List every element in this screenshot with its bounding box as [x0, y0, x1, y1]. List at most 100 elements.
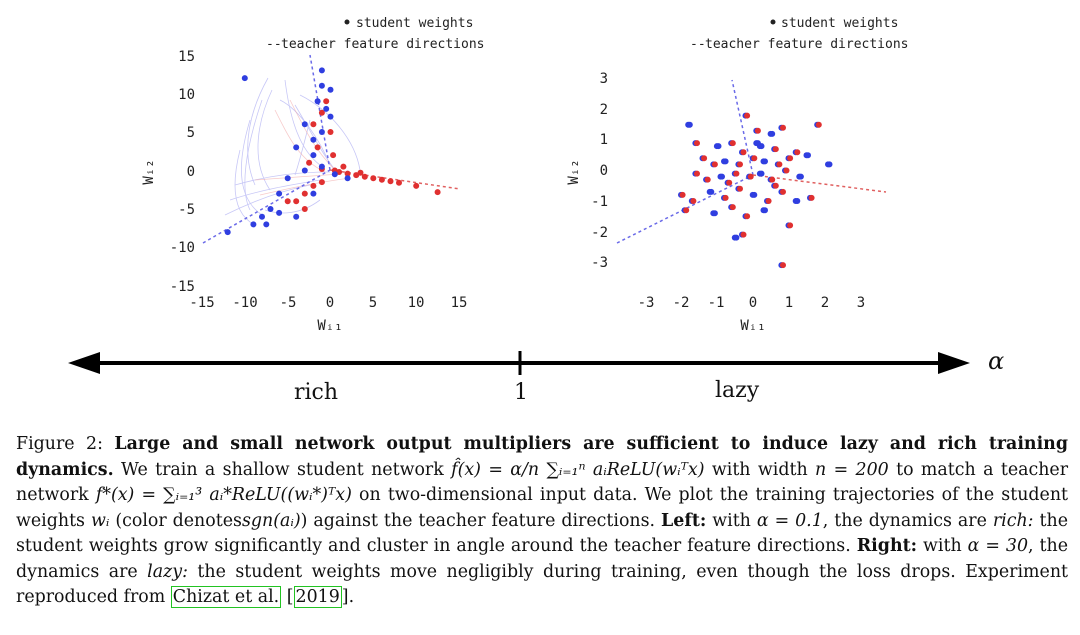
- caption-text: (color denotes: [115, 510, 242, 531]
- student-weight-point: [396, 179, 402, 186]
- student-weight-point: [747, 173, 754, 180]
- student-weight-point: [318, 163, 325, 170]
- caption-text: ) against the teacher feature directions…: [300, 510, 656, 531]
- student-weight-point: [318, 82, 325, 89]
- cite-close: ].: [341, 587, 355, 607]
- equation: α = 0.1: [756, 510, 823, 531]
- left-xtick: -5: [280, 295, 297, 311]
- student-weight-point: [323, 105, 330, 112]
- student-weight-point: [241, 75, 248, 82]
- student-weight-point: [357, 169, 364, 176]
- student-weight-point: [808, 194, 815, 201]
- student-weight-point: [293, 144, 300, 151]
- student-weight-point: [776, 161, 783, 168]
- left-teacher-directions: [202, 54, 461, 244]
- student-weight-point: [772, 182, 779, 189]
- student-weight-point: [815, 121, 822, 128]
- student-weight-point: [722, 194, 729, 201]
- left-xtick: 5: [369, 295, 377, 311]
- one-label: 1: [514, 380, 528, 405]
- figure-caption: Figure 2: Large and small network output…: [16, 432, 1068, 611]
- right-xlabel: Wᵢ₁: [740, 318, 765, 334]
- student-weight-point: [327, 113, 334, 120]
- alpha-symbol: α: [988, 347, 1005, 375]
- student-weight-point: [805, 152, 811, 159]
- rich-word: rich:: [992, 510, 1034, 531]
- student-weight-point: [413, 182, 420, 189]
- right-xtick: 2: [821, 295, 829, 311]
- right-ytick: 0: [600, 163, 608, 179]
- student-weight-point: [361, 173, 368, 180]
- equation: n = 200: [815, 459, 889, 480]
- student-weight-point: [769, 130, 776, 137]
- alpha-axis-arrow: [68, 351, 970, 375]
- student-weight-point: [826, 161, 833, 168]
- student-weight-point: [744, 112, 751, 119]
- student-weight-point: [327, 86, 334, 93]
- student-weight-point: [762, 207, 768, 214]
- student-weight-point: [726, 179, 733, 186]
- student-weight-point: [683, 207, 690, 214]
- student-weight-point: [259, 213, 265, 220]
- right-label: Right:: [856, 536, 918, 556]
- caption-text: , the dynamics are: [822, 510, 987, 531]
- student-weight-point: [340, 163, 347, 170]
- citation-year-link[interactable]: 2019: [293, 586, 342, 608]
- equation: sgn(aᵢ): [241, 510, 301, 531]
- student-weight-point: [301, 206, 308, 212]
- legend-student-marker: [770, 19, 776, 25]
- student-weight-point: [744, 213, 751, 220]
- student-weight-point: [794, 149, 801, 156]
- equation: f̂(x) = α/n ∑ᵢ₌₁ⁿ aᵢReLU(wᵢᵀx): [451, 459, 705, 480]
- left-ytick: -5: [178, 202, 195, 218]
- student-weight-point: [310, 152, 317, 159]
- student-weight-point: [729, 140, 736, 147]
- student-weight-point: [679, 191, 686, 198]
- student-weight-point: [729, 204, 736, 211]
- right-ytick: 3: [600, 71, 608, 87]
- right-ytick: 1: [600, 132, 608, 148]
- student-weight-point: [310, 121, 317, 128]
- citation-link[interactable]: Chizat et al.: [170, 586, 282, 608]
- legend-student-label: student weights: [781, 16, 898, 31]
- student-weight-point: [711, 161, 718, 168]
- student-weight-point: [387, 178, 394, 185]
- student-weight-point: [701, 155, 708, 162]
- student-weight-point: [762, 158, 768, 165]
- student-weight-point: [378, 176, 385, 183]
- cite-open: [: [286, 587, 294, 607]
- left-xlabel: Wᵢ₁: [317, 318, 342, 334]
- student-weight-point: [737, 185, 743, 192]
- student-weight-point: [711, 210, 718, 217]
- student-weight-point: [772, 146, 779, 153]
- student-weight-point: [794, 198, 801, 204]
- student-weight-point: [263, 221, 270, 228]
- student-weight-point: [250, 221, 257, 228]
- student-weight-point: [751, 191, 758, 198]
- student-weight-point: [754, 127, 761, 134]
- alpha-axis: α rich 1 lazy: [0, 340, 1080, 415]
- student-weight-point: [331, 171, 338, 178]
- student-weight-point: [797, 173, 804, 180]
- student-weight-point: [754, 140, 761, 147]
- student-weight-point: [783, 167, 790, 174]
- equation: wᵢ: [90, 510, 110, 531]
- student-weight-point: [318, 109, 325, 116]
- left-trajectories-red: [254, 99, 351, 196]
- student-weight-point: [344, 175, 351, 182]
- left-ytick: 0: [187, 164, 195, 180]
- student-weight-point: [310, 182, 317, 189]
- student-weight-point: [704, 176, 711, 183]
- student-weight-point: [284, 198, 291, 205]
- equation: f*(x) = ∑ᵢ₌₁³ aᵢ*ReLU((wᵢ*)ᵀx): [95, 485, 352, 505]
- student-weight-point: [276, 209, 283, 216]
- right-xtick: 3: [857, 295, 865, 311]
- legend-teacher-marker: --: [690, 37, 706, 52]
- left-xtick: 0: [326, 295, 334, 311]
- left-label: Left:: [661, 510, 707, 531]
- legend-teacher-label: teacher feature directions: [281, 37, 485, 52]
- right-xtick: -1: [708, 295, 725, 311]
- student-weight-point: [780, 124, 786, 131]
- left-ytick: -15: [170, 279, 195, 295]
- left-ytick: 5: [187, 125, 195, 141]
